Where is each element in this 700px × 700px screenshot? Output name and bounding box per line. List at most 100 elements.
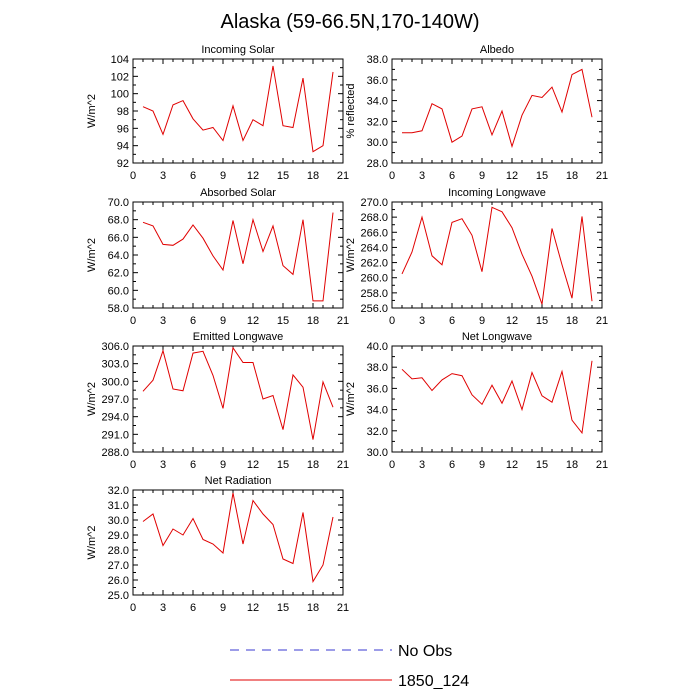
y-tick-label: 258.0 bbox=[360, 288, 388, 300]
y-tick-label: 297.0 bbox=[101, 394, 129, 406]
series-line-1850-124 bbox=[402, 68, 593, 149]
x-tick-label: 15 bbox=[536, 170, 548, 182]
y-axis-label: W/m^2 bbox=[345, 238, 357, 272]
y-tick-label: 28.0 bbox=[367, 158, 388, 170]
x-tick-label: 0 bbox=[130, 602, 136, 614]
y-tick-label: 38.0 bbox=[367, 362, 388, 374]
x-tick-label: 0 bbox=[389, 170, 395, 182]
x-tick-label: 18 bbox=[307, 315, 319, 327]
panel-title: Net Longwave bbox=[462, 331, 532, 343]
series-line-1850-124 bbox=[401, 206, 593, 305]
x-tick-label: 6 bbox=[449, 315, 455, 327]
y-axis-label: W/m^2 bbox=[86, 238, 98, 272]
panel-title: Absorbed Solar bbox=[200, 187, 276, 199]
x-tick-label: 21 bbox=[596, 315, 608, 327]
series-line-1850-124 bbox=[401, 360, 593, 435]
y-tick-label: 26.0 bbox=[108, 575, 129, 587]
x-tick-label: 21 bbox=[596, 459, 608, 471]
panel-albedo: Albedo % reflected 0 3 6 9 12 15 18 21 28.0 30.0 32.… bbox=[345, 44, 608, 182]
x-tick-label: 9 bbox=[220, 315, 226, 327]
x-tick-label: 6 bbox=[190, 459, 196, 471]
y-tick-label: 262.0 bbox=[360, 258, 388, 270]
y-tick-label: 64.0 bbox=[108, 250, 129, 262]
y-axis-label: W/m^2 bbox=[86, 382, 98, 416]
plot-frame bbox=[391, 58, 603, 164]
x-tick-label: 12 bbox=[247, 602, 259, 614]
y-tick-label: 260.0 bbox=[360, 273, 388, 285]
x-tick-label: 3 bbox=[419, 459, 425, 471]
legend-item-1850-124: 1850_124 bbox=[230, 673, 469, 690]
panel-net-longwave: Net Longwave W/m^2 0 3 6 9 12 15 18 21 30.0 32.0 34.… bbox=[345, 331, 608, 471]
x-tick-label: 9 bbox=[220, 602, 226, 614]
x-tick-label: 0 bbox=[130, 170, 136, 182]
x-tick-label: 15 bbox=[536, 315, 548, 327]
plot-frame bbox=[391, 345, 603, 453]
y-tick-label: 32.0 bbox=[367, 426, 388, 438]
x-tick-label: 21 bbox=[337, 170, 349, 182]
legend-item-no-obs: No Obs bbox=[230, 643, 452, 660]
x-tick-label: 21 bbox=[337, 459, 349, 471]
x-tick-label: 12 bbox=[506, 170, 518, 182]
x-tick-label: 15 bbox=[277, 602, 289, 614]
y-tick-label: 303.0 bbox=[101, 359, 129, 371]
x-tick-label: 6 bbox=[190, 315, 196, 327]
x-tick-label: 0 bbox=[389, 459, 395, 471]
x-tick-label: 15 bbox=[277, 315, 289, 327]
y-tick-label: 96 bbox=[117, 123, 129, 135]
panel-incoming-solar: Incoming Solar W/m^2 0 3 6 9 12 15 18 21 92 94 96 98 1… bbox=[86, 44, 349, 182]
plot-frame bbox=[132, 58, 344, 164]
x-tick-label: 18 bbox=[566, 170, 578, 182]
y-tick-label: 38.0 bbox=[367, 54, 388, 66]
y-tick-label: 58.0 bbox=[108, 303, 129, 315]
y-tick-label: 306.0 bbox=[101, 341, 129, 353]
x-tick-label: 0 bbox=[130, 459, 136, 471]
y-tick-label: 264.0 bbox=[360, 242, 388, 254]
y-tick-label: 60.0 bbox=[108, 285, 129, 297]
legend-label-no-obs: No Obs bbox=[398, 643, 452, 660]
y-tick-label: 31.0 bbox=[108, 500, 129, 512]
x-tick-label: 21 bbox=[596, 170, 608, 182]
y-tick-label: 94 bbox=[117, 141, 129, 153]
x-tick-label: 6 bbox=[190, 170, 196, 182]
x-tick-label: 0 bbox=[389, 315, 395, 327]
panel-net-radiation: Net Radiation W/m^2 0 3 6 9 12 15 18 21 25.0 26.0 27… bbox=[86, 475, 349, 614]
y-tick-label: 34.0 bbox=[367, 96, 388, 108]
panel-emitted-longwave: Emitted Longwave W/m^2 0 3 6 9 12 15 18 21 288.0 29… bbox=[86, 331, 349, 471]
x-tick-label: 12 bbox=[247, 459, 259, 471]
y-tick-label: 100 bbox=[111, 89, 129, 101]
y-tick-label: 66.0 bbox=[108, 232, 129, 244]
x-tick-label: 3 bbox=[419, 315, 425, 327]
y-tick-label: 288.0 bbox=[101, 447, 129, 459]
figure-title: Alaska (59-66.5N,170-140W) bbox=[220, 11, 479, 33]
series-line-1850-124 bbox=[142, 212, 334, 302]
x-tick-label: 18 bbox=[307, 602, 319, 614]
panel-title: Emitted Longwave bbox=[193, 331, 284, 343]
y-tick-label: 32.0 bbox=[108, 485, 129, 497]
panel-title: Albedo bbox=[480, 44, 514, 56]
x-tick-label: 21 bbox=[337, 315, 349, 327]
series-line-1850-124 bbox=[142, 65, 334, 153]
y-tick-label: 30.0 bbox=[367, 137, 388, 149]
x-tick-label: 9 bbox=[220, 459, 226, 471]
y-tick-label: 25.0 bbox=[108, 590, 129, 602]
x-tick-label: 9 bbox=[479, 170, 485, 182]
plot-frame bbox=[132, 345, 344, 453]
y-tick-label: 62.0 bbox=[108, 268, 129, 280]
x-tick-label: 15 bbox=[277, 170, 289, 182]
y-axis-label: W/m^2 bbox=[86, 94, 98, 128]
x-tick-label: 3 bbox=[160, 459, 166, 471]
y-tick-label: 102 bbox=[111, 71, 129, 83]
y-tick-label: 30.0 bbox=[108, 515, 129, 527]
x-tick-label: 0 bbox=[130, 315, 136, 327]
series-line-1850-124 bbox=[142, 492, 334, 583]
y-tick-label: 270.0 bbox=[360, 197, 388, 209]
y-tick-label: 29.0 bbox=[108, 530, 129, 542]
x-tick-label: 9 bbox=[220, 170, 226, 182]
x-tick-label: 3 bbox=[160, 602, 166, 614]
y-tick-label: 36.0 bbox=[367, 75, 388, 87]
y-tick-label: 27.0 bbox=[108, 560, 129, 572]
x-tick-label: 18 bbox=[307, 170, 319, 182]
x-tick-label: 6 bbox=[449, 459, 455, 471]
x-tick-label: 21 bbox=[337, 602, 349, 614]
